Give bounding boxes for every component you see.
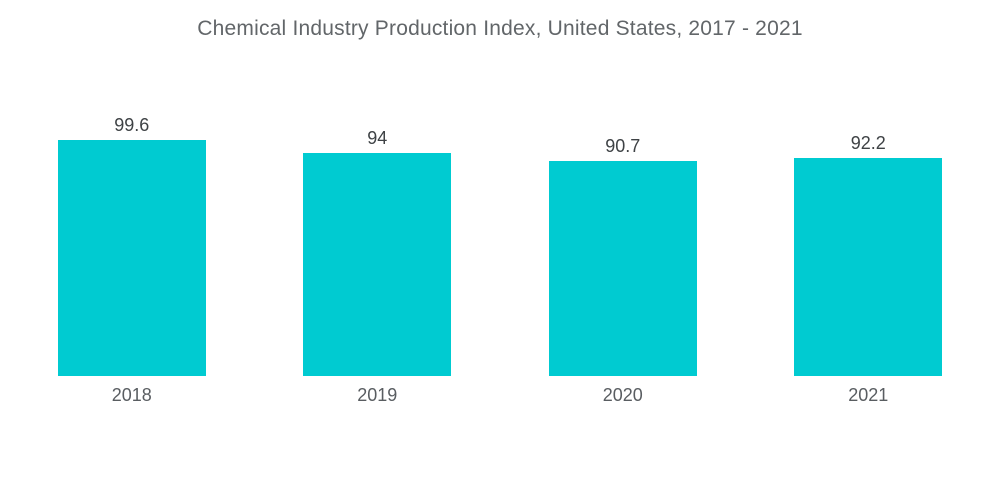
value-label: 94 bbox=[367, 128, 388, 148]
x-axis-label: 2019 bbox=[357, 385, 398, 405]
value-label: 90.7 bbox=[605, 136, 641, 156]
bar-group: 90.7 bbox=[500, 104, 746, 376]
x-axis-labels: 2018 2019 2020 2021 bbox=[9, 386, 991, 404]
bar bbox=[303, 153, 452, 376]
bar-group: 92.2 bbox=[746, 104, 992, 376]
chart-title: Chemical Industry Production Index, Unit… bbox=[197, 17, 803, 40]
x-axis-label: 2020 bbox=[602, 385, 643, 405]
bar bbox=[57, 140, 206, 376]
value-label: 99.6 bbox=[114, 115, 150, 135]
plot-area: 99.6 94 90.7 92.2 bbox=[9, 104, 991, 376]
bar-group: 99.6 bbox=[9, 104, 255, 376]
bar-group: 94 bbox=[255, 104, 501, 376]
x-axis-label: 2018 bbox=[111, 385, 152, 405]
value-label: 92.2 bbox=[850, 133, 886, 153]
x-axis-label: 2021 bbox=[848, 385, 889, 405]
bar bbox=[548, 161, 697, 376]
bar bbox=[794, 158, 943, 376]
